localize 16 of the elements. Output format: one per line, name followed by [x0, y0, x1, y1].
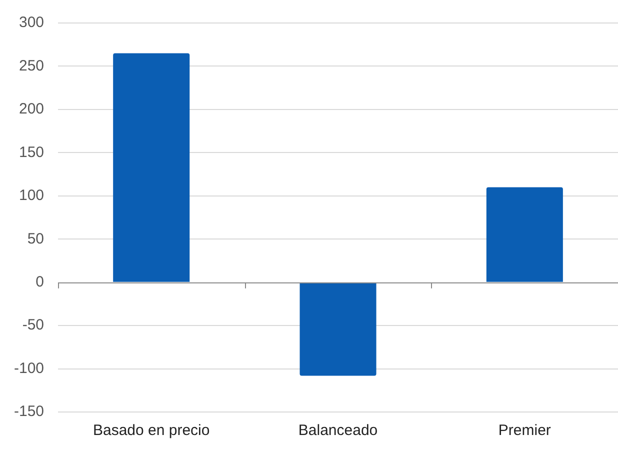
bar [113, 53, 190, 282]
x-tick-label: Basado en precio [92, 422, 210, 440]
y-tick-label: 300 [18, 14, 44, 32]
y-tick-label: 50 [27, 230, 44, 248]
y-tick-label: -150 [14, 403, 44, 420]
bar [300, 282, 376, 376]
y-tick-label: -100 [14, 360, 44, 377]
y-tick-label: 100 [18, 187, 44, 204]
y-tick-label: 0 [36, 273, 44, 290]
bar [486, 187, 563, 282]
y-tick-label: 250 [18, 57, 44, 74]
y-tick-label: 200 [18, 100, 44, 118]
y-tick-label: -50 [22, 316, 44, 334]
y-tick-label: 150 [18, 144, 44, 161]
x-tick-label: Premier [498, 422, 551, 440]
x-tick-label: Balanceado [298, 422, 378, 440]
